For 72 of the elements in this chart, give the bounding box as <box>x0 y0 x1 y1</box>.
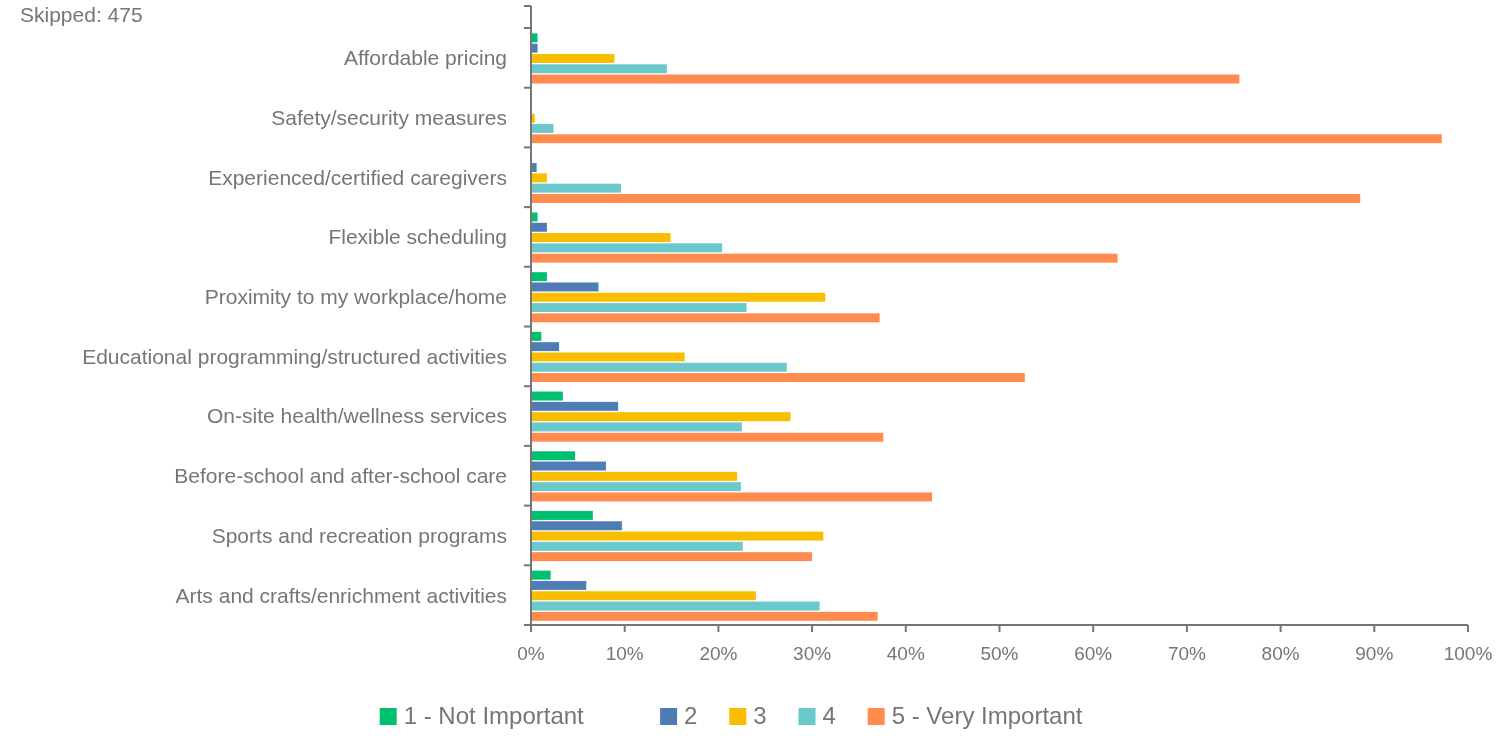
legend-label: 1 - Not Important <box>403 702 585 729</box>
bar <box>531 74 1240 84</box>
y-tick-label: Before-school and after-school care <box>174 464 507 488</box>
x-tick-label: 60% <box>1074 643 1113 664</box>
y-tick-label: Sports and recreation programs <box>211 523 507 547</box>
legend-label: 3 <box>753 702 767 729</box>
x-tick-label: 50% <box>980 643 1019 664</box>
bar <box>531 521 622 531</box>
y-tick-label: Flexible scheduling <box>328 225 507 249</box>
bar <box>531 451 576 461</box>
bar <box>531 552 813 562</box>
x-tick-label: 80% <box>1261 643 1300 664</box>
y-tick-label: Affordable pricing <box>343 46 507 70</box>
x-tick-label: 20% <box>699 643 738 664</box>
bar <box>531 134 1442 144</box>
bar <box>531 471 738 481</box>
bar <box>531 64 667 74</box>
bar <box>531 412 791 422</box>
bar <box>531 292 826 302</box>
bar <box>531 352 685 362</box>
bar <box>531 580 587 590</box>
bar <box>531 282 599 292</box>
bar <box>531 163 537 173</box>
bar <box>531 253 1118 263</box>
bar <box>531 432 884 442</box>
legend-label: 2 <box>684 702 698 729</box>
bar <box>531 303 747 313</box>
bar <box>531 531 824 541</box>
bar <box>531 53 615 63</box>
y-tick-label: Experienced/certified caregivers <box>208 165 507 189</box>
x-tick-label: 90% <box>1355 643 1394 664</box>
bar <box>531 422 742 432</box>
x-tick-label: 70% <box>1167 643 1207 664</box>
bar <box>531 342 560 352</box>
y-tick-label: Proximity to my workplace/home <box>204 285 507 308</box>
bar <box>531 611 878 621</box>
bar <box>531 492 933 502</box>
bar <box>531 173 547 183</box>
bar <box>531 313 880 323</box>
legend-label: 4 <box>822 702 836 729</box>
x-tick-label: 100% <box>1443 643 1493 664</box>
bar <box>531 541 743 551</box>
bar <box>531 193 1361 203</box>
bar <box>531 461 606 471</box>
bar <box>531 33 538 43</box>
bar <box>531 401 619 411</box>
y-tick-label: Safety/security measures <box>271 105 507 129</box>
bar <box>531 222 547 232</box>
bar <box>531 601 820 611</box>
bar <box>531 482 741 492</box>
x-tick-label: 30% <box>793 643 832 664</box>
bar <box>531 373 1025 383</box>
bar <box>531 233 671 243</box>
bar <box>531 272 547 282</box>
bar <box>531 123 554 133</box>
bar <box>531 391 563 401</box>
bar <box>531 43 538 53</box>
bar <box>531 570 551 580</box>
text: Skipped: 475 <box>20 3 143 26</box>
bar <box>531 510 593 520</box>
bar <box>531 591 756 601</box>
legend-label: 5 - Very Important <box>891 702 1083 729</box>
bar <box>531 212 538 222</box>
x-tick-label: 0% <box>517 643 545 664</box>
x-tick-label: 10% <box>605 643 644 664</box>
y-tick-label: Educational programming/structured activities <box>82 344 507 368</box>
y-tick-label: Arts and crafts/enrichment activities <box>175 583 507 607</box>
bar <box>531 243 723 253</box>
bar <box>531 362 787 372</box>
bar <box>531 183 621 193</box>
y-tick-label: On-site health/wellness services <box>207 404 507 428</box>
x-tick-label: 40% <box>886 643 925 664</box>
